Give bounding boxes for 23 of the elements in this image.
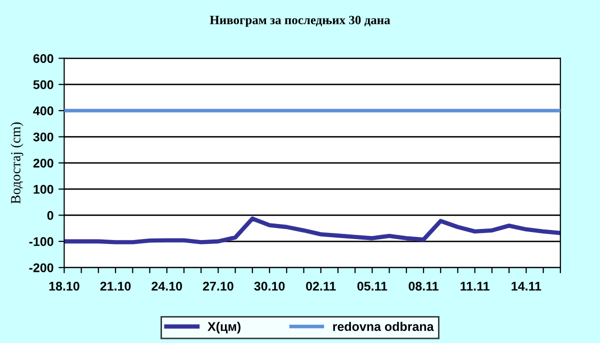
x-tick-label: 05.11 bbox=[357, 282, 388, 291]
x-tick-label: 30.10 bbox=[254, 282, 285, 291]
y-tick-label: 100 bbox=[34, 184, 54, 194]
x-tick-label: 24.10 bbox=[152, 282, 182, 291]
x-tick-label: 14.11 bbox=[512, 282, 542, 290]
x-tick-label: 08.11 bbox=[408, 282, 438, 291]
legend-label: X(цм) bbox=[208, 322, 240, 334]
y-tick-label: 200 bbox=[33, 158, 54, 168]
y-tick-label: 0 bbox=[47, 211, 54, 220]
y-axis-title: Водостај (cm) bbox=[10, 122, 24, 204]
y-tick-label: 300 bbox=[33, 132, 54, 142]
x-tick-label: 18.10 bbox=[49, 282, 80, 291]
x-tick-label: 11.11 bbox=[460, 282, 490, 290]
y-tick-label: -200 bbox=[29, 263, 54, 272]
chart-title: Нивограм за последњих 30 дана bbox=[210, 16, 390, 27]
x-tick-label: 27.10 bbox=[202, 282, 234, 291]
y-tick-label: 600 bbox=[33, 54, 54, 63]
x-tick-label: 21.10 bbox=[100, 282, 131, 291]
y-tick-label: 500 bbox=[33, 80, 54, 90]
y-tick-label: -100 bbox=[29, 237, 54, 246]
legend-label: redovna odbrana bbox=[333, 322, 434, 331]
y-tick-label: 400 bbox=[33, 106, 54, 116]
x-tick-label: 02.11 bbox=[306, 282, 336, 291]
